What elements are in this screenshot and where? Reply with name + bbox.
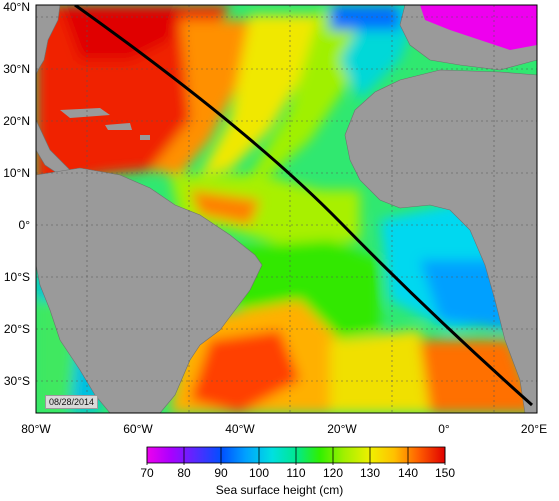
lat-label-40n: 40°N <box>3 0 30 14</box>
colorbar-ticks <box>146 447 446 465</box>
colorbar-label-150: 150 <box>434 466 456 480</box>
colorbar-label-100: 100 <box>248 466 270 480</box>
lat-label-30n: 30°N <box>3 62 30 76</box>
colorbar-label-130: 130 <box>359 466 381 480</box>
lat-label-0: 0° <box>18 218 30 232</box>
mediterranean-region <box>420 5 537 50</box>
lon-label-0: 0° <box>438 422 450 436</box>
lat-label-20n: 20°N <box>3 114 30 128</box>
map-frame <box>35 4 538 414</box>
colorbar-label-80: 80 <box>177 466 191 480</box>
land-masses <box>36 5 537 413</box>
lon-label-80w: 80°W <box>21 422 51 436</box>
satellite-track-line <box>74 5 533 407</box>
colorbar-label-90: 90 <box>214 466 228 480</box>
caribbean-islands <box>60 108 150 140</box>
south-america <box>36 167 263 413</box>
africa <box>344 69 537 413</box>
lon-label-60w: 60°W <box>123 422 153 436</box>
lat-label-20s: 20°S <box>3 322 30 336</box>
lon-label-20e: 20°E <box>520 422 548 436</box>
lon-label-40w: 40°W <box>225 422 255 436</box>
colorbar-label-120: 120 <box>322 466 344 480</box>
lat-label-10n: 10°N <box>3 166 30 180</box>
colorbar-label-110: 110 <box>286 466 306 480</box>
colorbar-label-140: 140 <box>397 466 419 480</box>
colorbar-label-70: 70 <box>140 466 154 480</box>
colorbar-title: Sea surface height (cm) <box>215 483 344 497</box>
lat-label-30s: 30°S <box>3 374 30 388</box>
lon-label-20w: 20°W <box>327 422 357 436</box>
date-stamp: 08/28/2014 <box>45 395 99 409</box>
lat-label-10s: 10°S <box>3 270 30 284</box>
map-plot-area <box>36 5 537 413</box>
